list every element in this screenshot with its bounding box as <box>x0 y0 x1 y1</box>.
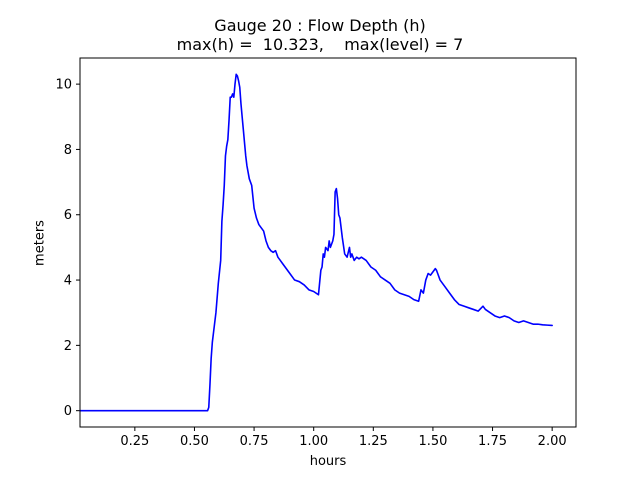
chart-subtitle: max(h) = 10.323, max(level) = 7 <box>176 35 464 54</box>
depth-series-line <box>79 73 553 412</box>
x-tick-label: 1.75 <box>478 434 507 449</box>
x-tick-label: 0.25 <box>120 434 149 449</box>
x-tick-label: 1.25 <box>359 434 388 449</box>
y-tick-label: 10 <box>55 78 72 93</box>
chart-title: Gauge 20 : Flow Depth (h) <box>214 16 426 35</box>
y-tick-label: 0 <box>64 404 72 419</box>
y-tick-label: 2 <box>64 339 72 354</box>
x-tick-label: 2.00 <box>538 434 567 449</box>
x-tick-label: 1.50 <box>418 434 447 449</box>
line-layer <box>79 73 553 412</box>
ticks-layer: 0.25 0.50 0.75 1.00 1.25 1.50 1.75 2.00 0 2 4 6 8 10 <box>55 78 566 449</box>
x-axis-label: hours <box>309 454 347 469</box>
y-tick-label: 6 <box>64 208 72 223</box>
y-axis-label: meters <box>32 220 48 266</box>
y-tick-label: 8 <box>64 143 72 158</box>
x-tick-label: 0.75 <box>240 434 269 449</box>
y-tick-label: 4 <box>64 274 72 289</box>
x-tick-label: 1.00 <box>299 434 328 449</box>
axes-frame <box>79 57 577 428</box>
x-tick-label: 0.50 <box>180 434 209 449</box>
